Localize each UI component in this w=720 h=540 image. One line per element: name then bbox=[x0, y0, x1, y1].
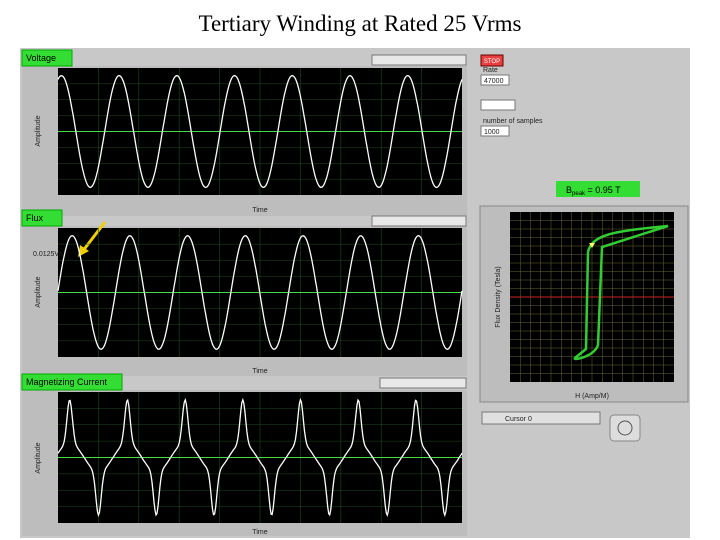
bpeak-box bbox=[556, 181, 640, 197]
cursor-panel[interactable] bbox=[481, 411, 601, 425]
voltage-y-axis: Amplitude bbox=[35, 115, 42, 146]
hysteresis-loop bbox=[573, 224, 669, 361]
arrow-head bbox=[78, 245, 89, 257]
voltage-legend bbox=[371, 54, 467, 66]
arrow bbox=[80, 221, 107, 253]
loop-x-axis: H (Amp/M) bbox=[575, 393, 609, 400]
current-y-axis: Amplitude bbox=[35, 442, 42, 473]
voltage-label: Voltage bbox=[26, 53, 56, 63]
cursor-name: Cursor 0 bbox=[505, 416, 532, 423]
voltage-x-axis: Time bbox=[252, 207, 267, 214]
flux-legend bbox=[371, 215, 467, 227]
rate-value: 47000 bbox=[484, 78, 504, 85]
samples-label: number of samples bbox=[483, 118, 543, 125]
stop-text: STOP bbox=[484, 59, 500, 65]
samples-field[interactable] bbox=[480, 125, 510, 137]
rate-field[interactable] bbox=[480, 74, 510, 86]
title: Tertiary Winding at Rated 25 Vrms bbox=[199, 11, 522, 36]
flux-label: Flux bbox=[26, 213, 44, 223]
current-legend bbox=[379, 377, 467, 389]
current-label: Magnetizing Current bbox=[26, 377, 108, 387]
current-x-axis: Time bbox=[252, 529, 267, 536]
flux-x-axis: Time bbox=[252, 368, 267, 375]
flux-label-box bbox=[21, 209, 63, 227]
bpeak-text: = 0.95 T bbox=[585, 185, 621, 195]
reference-field[interactable] bbox=[480, 99, 516, 111]
bpeak-subscript: peak bbox=[572, 191, 586, 197]
flux-y-axis: Amplitude bbox=[35, 276, 42, 307]
rate-label: Rate bbox=[483, 67, 498, 74]
loop-y-axis: Flux Density (Tesla) bbox=[495, 266, 502, 327]
cursor-mover-icon bbox=[617, 420, 633, 436]
voltage-trace bbox=[57, 74, 463, 189]
current-label-box bbox=[21, 373, 123, 391]
bpeak-symbol: B bbox=[566, 185, 572, 195]
voltage-label-box bbox=[21, 49, 73, 67]
bpeak-annotation: Bpeak = 0.95 T bbox=[566, 185, 621, 197]
samples-value: 1000 bbox=[484, 129, 500, 136]
flux-marker: 0.0125Vs bbox=[33, 251, 63, 258]
loop-cursor bbox=[589, 243, 595, 248]
current-trace bbox=[57, 397, 463, 518]
stop-button[interactable] bbox=[480, 54, 504, 67]
cursor-mover[interactable] bbox=[609, 414, 641, 442]
flux-trace bbox=[57, 235, 463, 351]
